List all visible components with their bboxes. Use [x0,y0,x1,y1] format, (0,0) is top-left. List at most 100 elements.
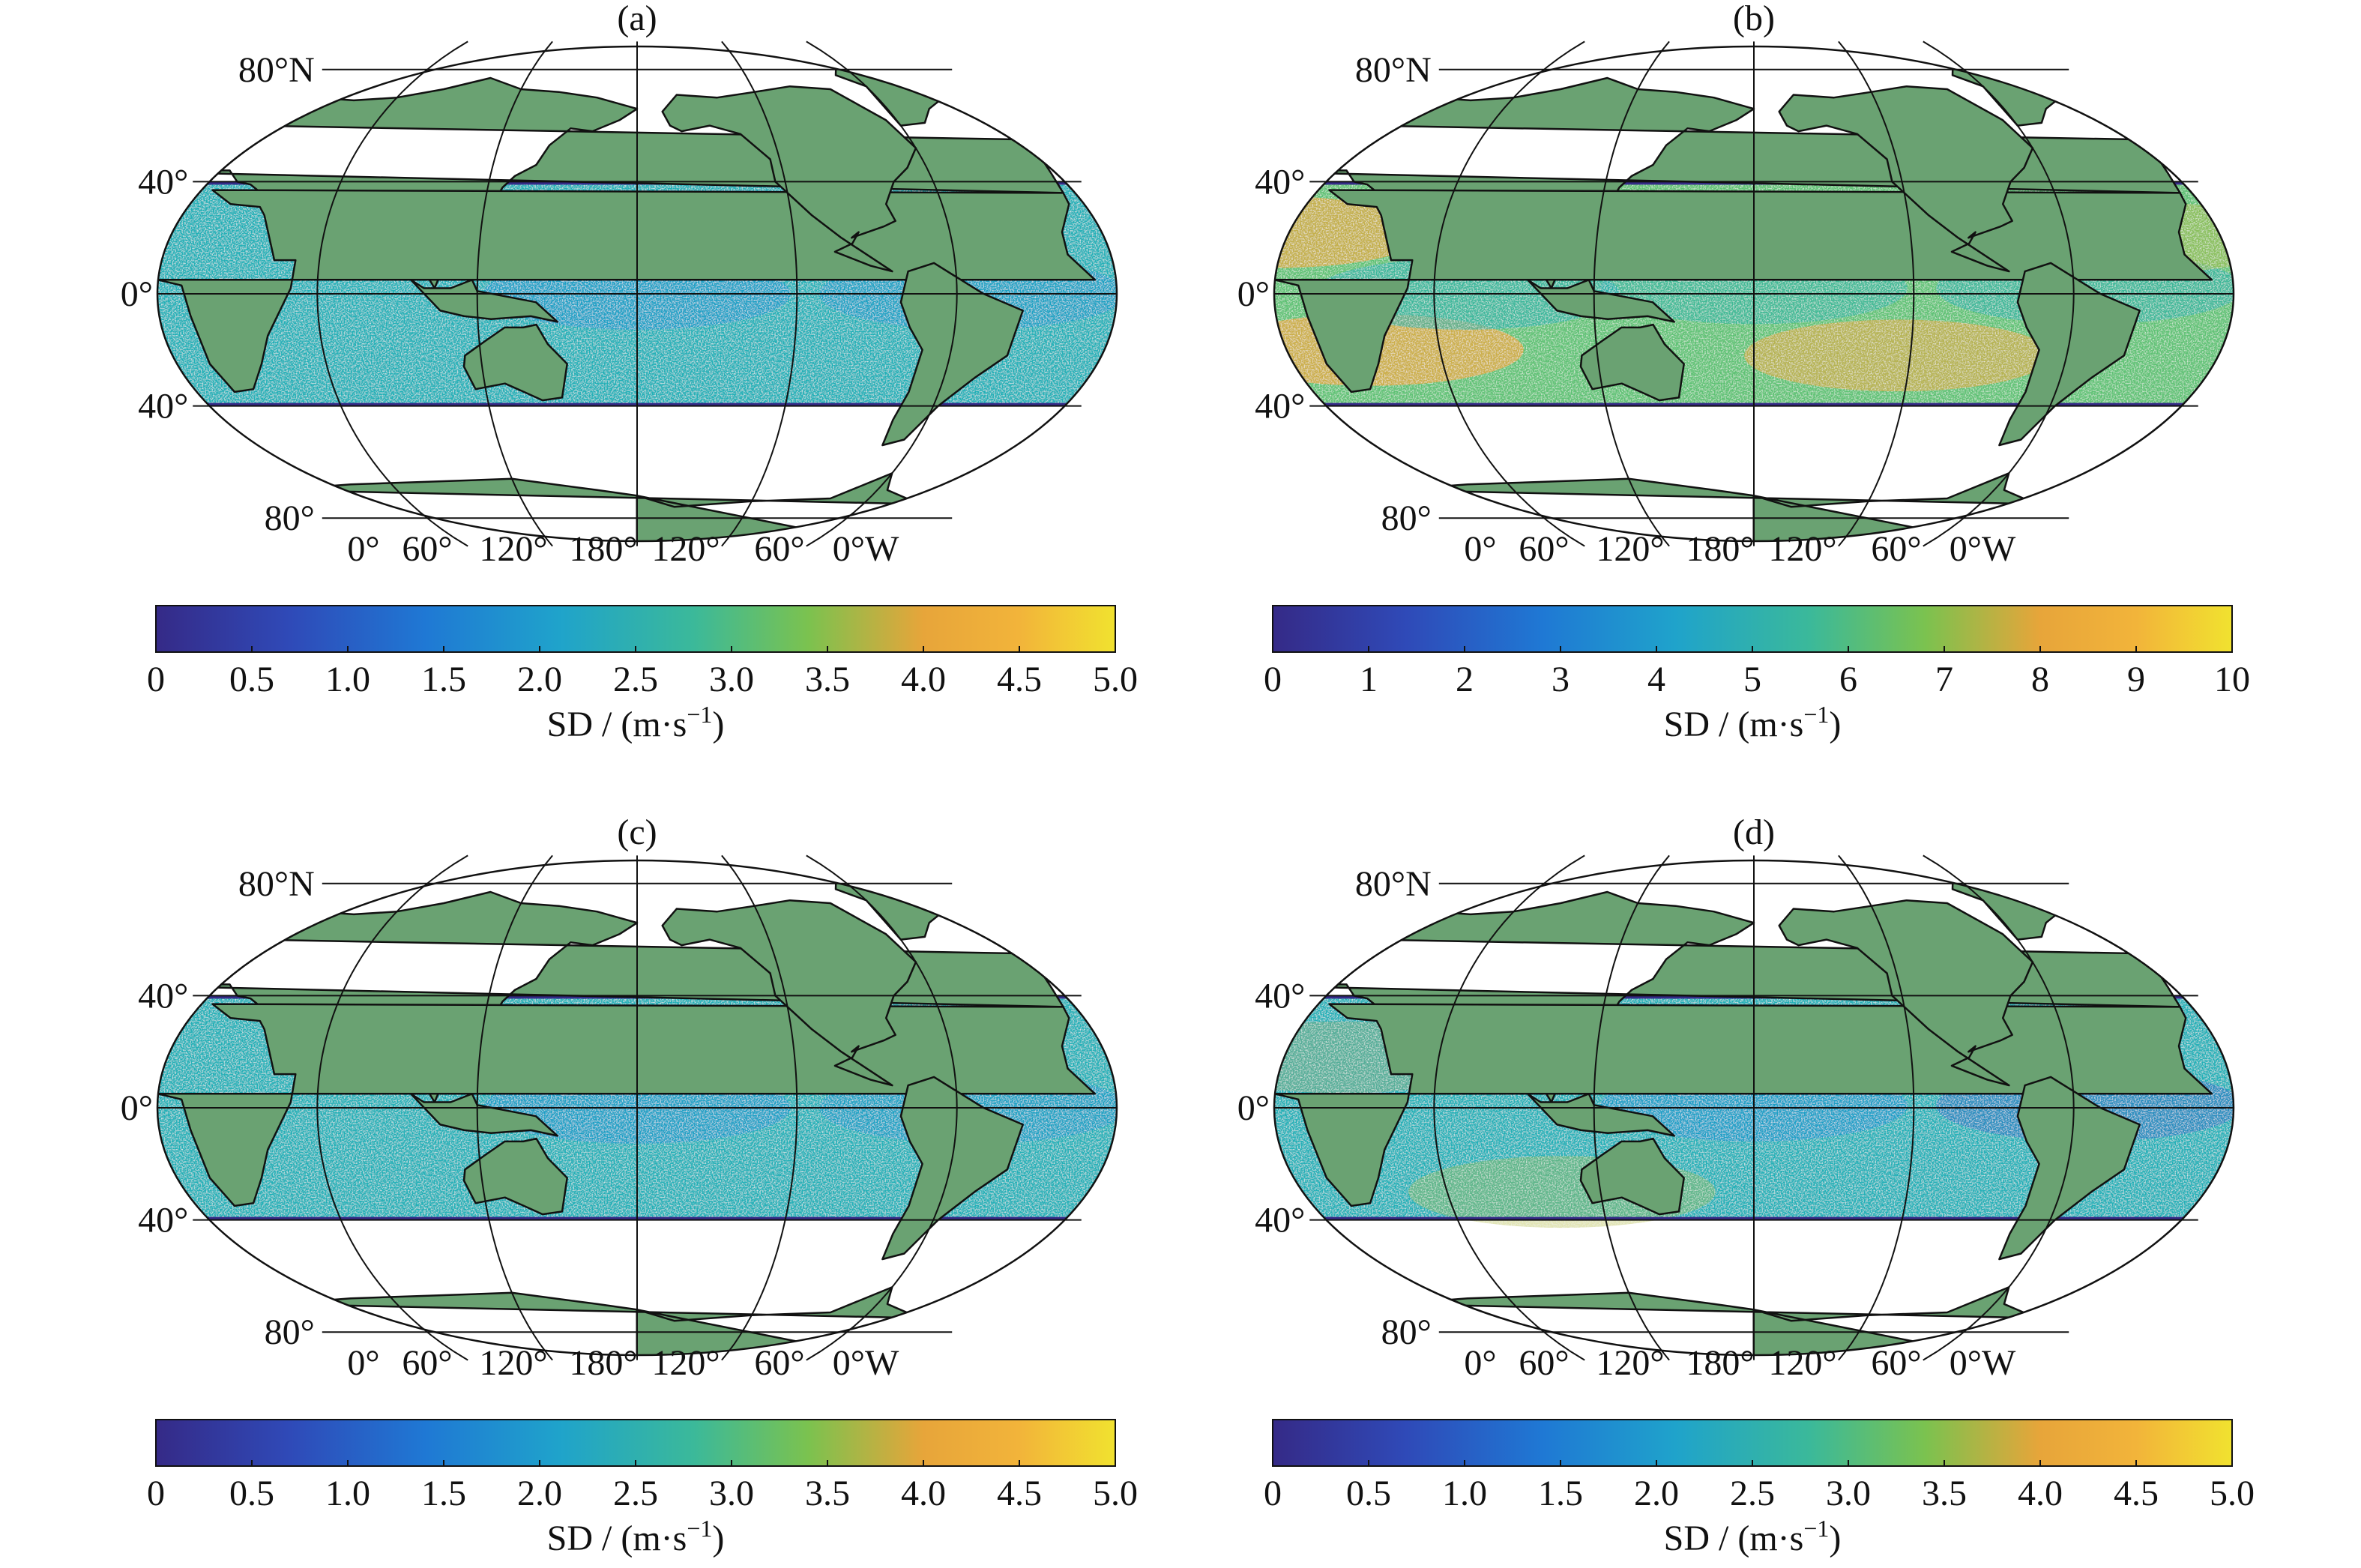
lon-label: 120° [1768,529,1836,569]
land-namerica [1778,899,2034,1087]
land-samerica [1998,1076,2141,1261]
colorbar-tick-label: 5.0 [2210,1474,2255,1513]
colorbar-tick-label: 3.5 [1922,1474,1967,1513]
colorbar-title: SD / (m·s−1) [547,701,725,744]
lat-label: 80°N [1355,50,1432,90]
colorbar-tick-label: 2.5 [613,660,658,699]
lon-label: 120° [1596,529,1664,569]
graticule [157,40,1117,547]
colorbar-tick-label: 5 [1743,660,1761,699]
lon-label: 60° [1871,1343,1921,1383]
land-antarctica [1393,472,2038,541]
colorbar-tick-label: 0 [1264,660,1282,699]
lon-label: 0° [1464,1343,1496,1383]
lat-label: 0° [1237,1088,1270,1128]
colorbar-tick-label: 3 [1552,660,1570,699]
panel-label: (b) [1733,0,1775,38]
land-australia [1579,1137,1685,1216]
lat-label: 0° [121,274,153,314]
colorbar: 0 0.5 1.0 1.5 2.0 2.5 3.0 3.5 4.0 4.5 5.0 SD / (m·s… [147,605,1138,744]
colorbar-tick-label: 4.0 [901,660,946,699]
lon-label: 0°W [1950,529,2016,569]
colorbar-tick-label: 2.0 [517,1474,562,1513]
lon-label: 60° [1519,1343,1569,1383]
colorbar-tick-label: 1.0 [325,1474,370,1513]
lon-label: 120° [1596,1343,1664,1383]
graticule [157,854,1117,1361]
land-africa [157,189,1097,393]
lat-label: 40° [138,1201,188,1240]
colorbar-tick-label: 3.0 [709,1474,754,1513]
lat-label: 80° [265,498,315,538]
land-australia [1579,323,1685,402]
lon-label: 0°W [833,529,899,569]
lon-label: 0° [347,1343,379,1383]
colorbar-tick-label: 3.0 [1826,1474,1871,1513]
lon-label: 180° [569,1343,637,1383]
colorbar-tick-label: 1.5 [1538,1474,1583,1513]
colorbar-tick-label: 2.0 [1634,1474,1679,1513]
land-africa [157,1003,1097,1207]
land-namerica [661,899,917,1087]
colorbar-tick-label: 0.5 [1346,1474,1391,1513]
panel-d: (d) 80°N 40° 0° 40° 80° 0° 60° 120° 180° 120° 60° 0°… [1237,812,2235,1383]
colorbar-tick-label: 3.5 [805,660,850,699]
colorbar-tick-label: 5.0 [1093,660,1138,699]
lat-label: 40° [1255,387,1305,426]
panel-c: (c) 80°N 40° 0° 40° 80° 0° 60° 120° 180° 120° 60° 0°… [121,812,1118,1383]
colorbar-tick-label: 1.5 [421,660,466,699]
colorbar-gradient [1272,1419,2233,1467]
lon-label: 60° [402,529,452,569]
land-antarctica [276,1286,921,1355]
lat-label: 80°N [1355,864,1432,904]
colorbar-tick-label: 9 [2127,660,2145,699]
lat-label: 80°N [238,864,315,904]
lon-label: 60° [1871,529,1921,569]
colorbar-tick-label: 1.0 [1442,1474,1487,1513]
lon-label: 60° [1519,529,1569,569]
land-antarctica [276,472,921,541]
lon-label: 0°W [833,1343,899,1383]
colorbar-tick-label: 5.0 [1093,1474,1138,1513]
land-antarctica [1393,1286,2038,1355]
graticule [1274,40,2234,547]
land [1274,60,2213,541]
panel-label: (c) [617,812,657,852]
colorbar-tick-label: 0.5 [229,660,274,699]
lon-label: 180° [1686,529,1754,569]
colorbar-tick-label: 3.0 [709,660,754,699]
land-samerica [881,1076,1024,1261]
lon-label: 180° [569,529,637,569]
lat-label: 40° [1255,1201,1305,1240]
lon-label: 120° [479,1343,547,1383]
lat-label: 0° [121,1088,153,1128]
lat-label: 80° [1381,498,1432,538]
lon-label: 0° [1464,529,1496,569]
map-frame [156,859,1118,1357]
colorbar-tick-label: 4 [1647,660,1665,699]
lon-label: 60° [402,1343,452,1383]
lon-label: 60° [754,529,804,569]
colorbar-tick-label: 4.0 [2018,1474,2063,1513]
colorbar-tick-label: 1.0 [325,660,370,699]
land-africa [1274,1003,2213,1207]
land [157,874,1097,1355]
lon-label: 180° [1686,1343,1754,1383]
colorbar-gradient [155,1419,1116,1467]
colorbar-title: SD / (m·s−1) [1664,701,1842,744]
land-australia [462,1137,568,1216]
land-indonesia [1526,279,1676,323]
colorbar-tick-label: 4.5 [997,1474,1042,1513]
lon-label: 60° [754,1343,804,1383]
graticule [1274,854,2234,1361]
panel-a: (a) 80°N 40° 0° 40° 80° 0° 60° 120° 180° 120° 60° 0°… [121,0,1118,569]
map-frame [156,45,1118,543]
colorbar-tick-label: 4.0 [901,1474,946,1513]
colorbar-gradient [155,605,1116,653]
colorbar-tick-label: 10 [2214,660,2250,699]
panel-b: (b) 80°N 40° 0° 40° 80° 0° 60° 120° 180° 120° 60° 0°… [1237,0,2235,569]
land-samerica [881,262,1024,447]
lat-label: 40° [138,387,188,426]
lat-label: 80° [265,1312,315,1352]
colorbar-tick-label: 1 [1360,660,1378,699]
